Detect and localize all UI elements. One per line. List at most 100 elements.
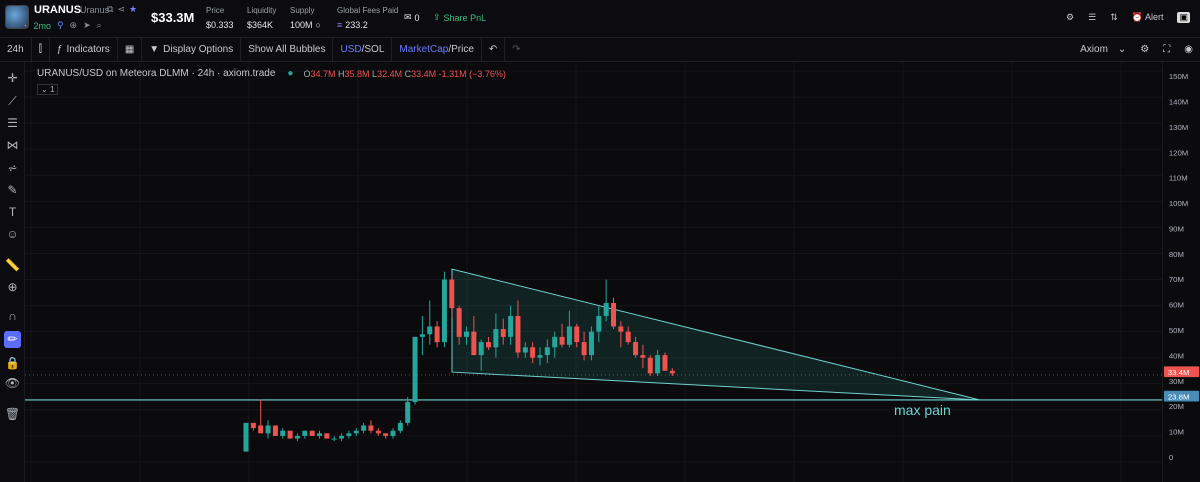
user-icon[interactable]: ⚲ bbox=[56, 20, 64, 30]
y-tick-label: 150M bbox=[1169, 72, 1188, 81]
candle-body bbox=[544, 347, 550, 356]
candle-body bbox=[662, 355, 668, 371]
candle-body bbox=[596, 316, 602, 332]
ticker-name: Uranus bbox=[80, 5, 110, 15]
line-price-tag bbox=[1163, 390, 1200, 402]
search-icon[interactable]: ⌕ bbox=[96, 20, 102, 30]
settings-icon[interactable]: ⚙ bbox=[1066, 12, 1075, 22]
candle-body bbox=[280, 430, 286, 436]
candle-body bbox=[647, 357, 653, 374]
magnet-icon[interactable]: ∩ bbox=[8, 309, 17, 323]
candle-body bbox=[581, 342, 587, 356]
telegram-icon[interactable]: ➤ bbox=[83, 20, 91, 30]
candle-body bbox=[287, 430, 293, 439]
chart-title: URANUS/USD on Meteora DLMM · 24h · axiom… bbox=[37, 68, 276, 79]
draw-mode-icon[interactable]: ✏ bbox=[4, 331, 21, 348]
mode-toggle[interactable]: MarketCap/Price bbox=[392, 37, 482, 62]
star-icon[interactable]: ★ bbox=[128, 4, 138, 14]
redo-icon[interactable]: ↷ bbox=[512, 44, 521, 55]
share-pnl-button[interactable]: ⇪ Share PnL bbox=[433, 12, 487, 23]
show-bubbles-button[interactable]: Show All Bubbles bbox=[241, 37, 334, 62]
y-tick-label: 30M bbox=[1169, 377, 1184, 386]
upload-icon: ⇪ bbox=[433, 12, 441, 22]
y-tick-label: 140M bbox=[1169, 98, 1188, 107]
source-selector[interactable]: Axiom ⌄ bbox=[1080, 44, 1127, 55]
liquidity-stat: Liquidity $364K bbox=[247, 6, 277, 30]
candle-body bbox=[405, 402, 411, 423]
alert-button[interactable]: ⏰ Alert bbox=[1131, 12, 1164, 22]
y-tick-label: 0 bbox=[1169, 453, 1174, 462]
fib-icon[interactable]: ☰ bbox=[7, 116, 18, 130]
max-pain-label: max pain bbox=[894, 402, 951, 418]
ruler-icon[interactable]: 📏 bbox=[5, 258, 20, 272]
current-price-tag-label: 33.4M bbox=[1168, 368, 1190, 377]
price-chart[interactable]: max pain bbox=[25, 62, 1162, 482]
y-tick-label: 80M bbox=[1169, 250, 1184, 259]
chart-settings-icon[interactable]: ⚙ bbox=[1140, 44, 1150, 55]
trash-icon[interactable]: 🗑 bbox=[4, 407, 21, 421]
candle-body bbox=[515, 316, 521, 353]
function-icon: ƒ bbox=[56, 44, 63, 55]
brush-icon[interactable]: ✎ bbox=[7, 183, 18, 197]
sort-icon[interactable]: ⇅ bbox=[1110, 12, 1118, 22]
y-tick-label: 120M bbox=[1169, 148, 1188, 157]
display-options-button[interactable]: ▼ Display Options bbox=[142, 37, 242, 62]
collapse-legend-button[interactable]: ⌄ 1 bbox=[37, 84, 59, 95]
candle-body bbox=[486, 342, 492, 348]
candle-body bbox=[250, 422, 256, 429]
candle-type-icon[interactable]: ⫿ bbox=[32, 37, 50, 62]
list-icon[interactable]: ☰ bbox=[1088, 12, 1097, 22]
clock-icon: ◔ bbox=[22, 20, 28, 31]
top-bar: URANUS Uranus ⧉ ⋖ ★ ◔ 2mo ⚲ ⊕ ➤ ⌕ $33.3M… bbox=[0, 0, 1200, 38]
indicators-button[interactable]: ƒ Indicators bbox=[50, 37, 118, 62]
interval-selector[interactable]: 24h bbox=[0, 37, 32, 62]
candle-body bbox=[588, 331, 594, 356]
supply-stat: Supply 100M ○ bbox=[290, 6, 321, 30]
currency-toggle[interactable]: USD/SOL bbox=[333, 37, 393, 62]
dark-mode-toggle[interactable]: ▣ bbox=[1177, 12, 1190, 23]
line-price-tag-label: 23.8M bbox=[1168, 393, 1190, 402]
camera-icon[interactable]: ◉ bbox=[1184, 44, 1193, 55]
candle-body bbox=[471, 331, 477, 356]
token-logo bbox=[5, 5, 29, 29]
candle-body bbox=[522, 347, 528, 353]
candle-body bbox=[419, 334, 425, 337]
text-icon[interactable]: T bbox=[8, 205, 17, 219]
info-icon[interactable]: ○ bbox=[315, 20, 321, 30]
candle-body bbox=[368, 425, 374, 431]
share-icon[interactable]: ⋖ bbox=[117, 4, 125, 14]
pattern-icon[interactable]: ⋈ bbox=[6, 138, 19, 152]
undo-icon[interactable]: ↶ bbox=[482, 37, 506, 62]
copy-icon[interactable]: ⧉ bbox=[107, 4, 114, 14]
candle-body bbox=[427, 326, 433, 335]
sol-icon: ≡ bbox=[337, 20, 343, 30]
drawing-tools-bar: ✛ ⟋ ☰ ⋈ ⩫ ✎ T ☺ 📏 ⊕ ∩ ✏ 🔒 👁 🗑 bbox=[0, 62, 25, 482]
candle-body bbox=[331, 438, 337, 440]
candle-body bbox=[346, 433, 352, 436]
emoji-icon[interactable]: ☺ bbox=[6, 227, 19, 241]
candle-body bbox=[449, 279, 455, 309]
lock-icon[interactable]: 🔒 bbox=[5, 356, 20, 370]
trendline-icon[interactable]: ⟋ bbox=[8, 94, 17, 108]
candle-body bbox=[456, 308, 462, 337]
zoom-in-icon[interactable]: ⊕ bbox=[7, 280, 18, 294]
falling-wedge-pattern bbox=[451, 268, 981, 401]
eye-icon[interactable]: 👁 bbox=[4, 376, 21, 390]
y-axis[interactable]: 0 10M 20M 30M 40M 50M 60M 70M 80M 90M 100M 110M 120M… bbox=[1162, 62, 1200, 482]
layout-icon[interactable]: ▦ bbox=[118, 37, 143, 62]
candle-body bbox=[530, 347, 536, 358]
candle-body bbox=[317, 433, 322, 436]
candle-body bbox=[309, 430, 315, 436]
projection-icon[interactable]: ⩫ bbox=[7, 161, 18, 175]
globe-icon[interactable]: ⊕ bbox=[69, 20, 78, 30]
y-tick-label: 70M bbox=[1169, 275, 1184, 284]
notifications[interactable]: ✉ 0 bbox=[404, 12, 420, 23]
fullscreen-icon[interactable]: ⛶ bbox=[1163, 44, 1171, 55]
y-tick-label: 50M bbox=[1169, 326, 1184, 335]
alert-icon: ⏰ bbox=[1131, 12, 1143, 22]
crosshair-icon[interactable]: ✛ bbox=[7, 71, 18, 85]
candle-body bbox=[390, 430, 396, 436]
candle-body bbox=[493, 329, 499, 348]
fees-stat: Global Fees Paid ≡ 233.2 bbox=[337, 6, 399, 30]
candle-body bbox=[243, 422, 249, 452]
